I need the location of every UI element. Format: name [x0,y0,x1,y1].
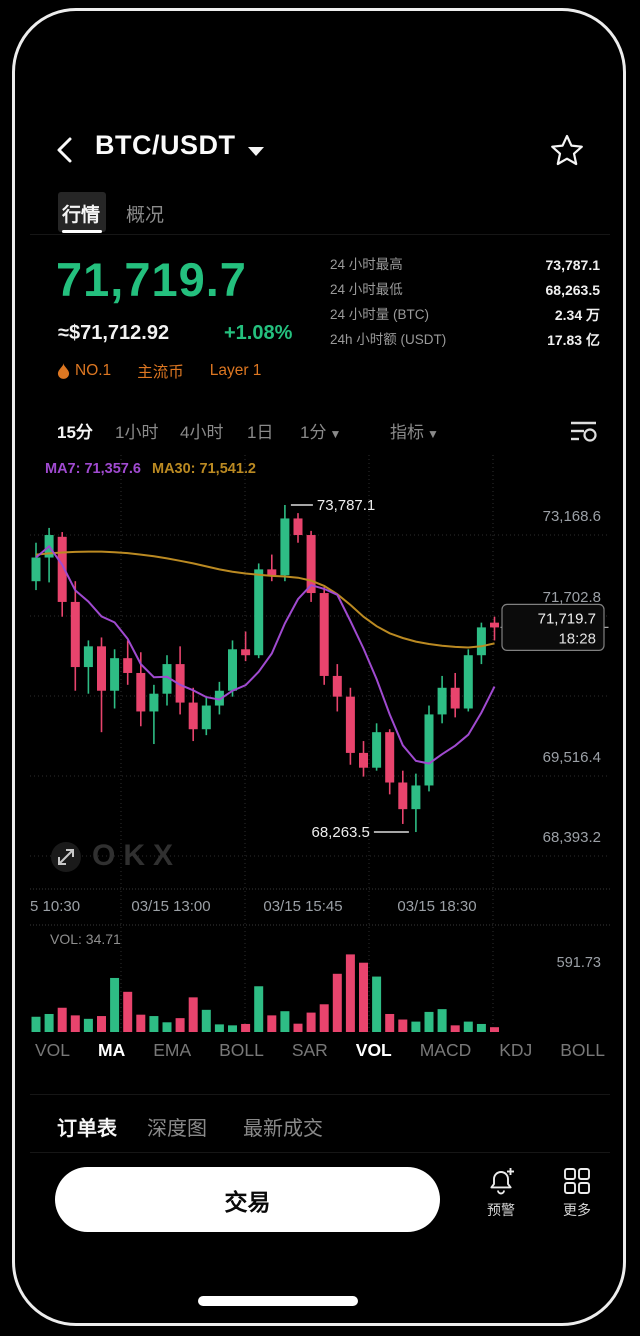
indicator-tab[interactable]: MACD [419,1040,472,1060]
pair-title[interactable]: BTC/USDT [95,130,236,160]
chevron-down-icon: ▼ [427,427,439,441]
timeframe-item[interactable]: 指标 ▼ [390,423,439,442]
indicator-tab[interactable]: SAR [291,1040,328,1060]
stat-label: 24h 小时额 (USDT) [330,332,447,347]
stat-label: 24 小时最高 [330,257,403,272]
timeframe-item[interactable]: 1分 ▼ [300,423,342,442]
tab-market-highlight [58,192,106,232]
timeframe-item[interactable]: 4小时 [180,423,224,442]
stat-row: 24 小时最高 73,787.1 [330,256,600,274]
indicator-tab[interactable]: VOL [35,1040,71,1060]
stat-row: 24h 小时额 (USDT) 17.83 亿 [330,331,600,349]
orderbook-tab[interactable]: 深度图 [147,1118,207,1140]
ma7-label: MA7: 71,357.6 [45,461,141,477]
indicator-tab[interactable]: EMA [153,1040,192,1060]
indicator-tab[interactable]: BOLL [560,1040,605,1060]
tab-market[interactable]: 行情 [62,205,101,226]
divider [30,1152,610,1153]
orderbook-tab[interactable]: 最新成交 [243,1118,323,1140]
flame-icon [57,362,70,379]
badge-item[interactable]: Layer 1 [210,362,262,380]
more-button[interactable]: 更多 [552,1166,602,1220]
stat-value: 68,263.5 [545,282,601,298]
tab-underline [62,230,102,233]
indicator-tab[interactable]: MA [98,1040,126,1060]
price-change-percent: +1.08% [224,322,293,344]
expand-chart-icon[interactable] [50,841,82,873]
indicator-tab[interactable]: VOL [355,1040,392,1060]
stat-label: 24 小时最低 [330,282,403,297]
chevron-down-icon: ▼ [329,427,342,441]
alert-label: 预警 [487,1202,515,1218]
token-badges: NO.1 主流币 Layer 1 [57,360,261,382]
timeframe-row: 15分 1小时 4小时 1日 1分 ▼ 指标 ▼ [0,414,640,446]
stat-value: 17.83 亿 [547,332,600,348]
badge-item[interactable]: 主流币 [137,360,184,382]
timeframe-item[interactable]: 1日 [247,423,274,442]
stat-row: 24 小时最低 68,263.5 [330,281,600,299]
badge-label: NO.1 [75,362,112,379]
fiat-price: ≈$71,712.92 [58,322,170,344]
badge-label: 主流币 [137,364,184,381]
home-indicator[interactable] [198,1296,358,1306]
stat-row: 24 小时量 (BTC) 2.34 万 [330,306,600,324]
favorite-star-icon[interactable] [550,133,584,167]
badge-item[interactable]: NO.1 [57,362,111,380]
stat-value: 2.34 万 [554,307,600,323]
orderbook-tab[interactable]: 订单表 [57,1118,117,1140]
stat-value: 73,787.1 [545,257,601,273]
ma30-label: MA30: 71,541.2 [152,461,256,477]
alert-button[interactable]: 预警 [476,1166,526,1220]
last-price: 71,719.7 [56,253,247,306]
indicator-settings-icon[interactable] [570,419,598,445]
bell-plus-icon [490,1168,514,1195]
volume-current-label: VOL: 34.71 [50,931,121,947]
volume-axis-label: 591.73 [556,955,601,971]
tab-overview[interactable]: 概况 [126,205,165,226]
trade-button[interactable]: 交易 [55,1167,440,1232]
indicator-tab[interactable]: KDJ [499,1040,533,1060]
back-icon[interactable] [54,136,78,164]
orderbook-tab-row: 订单表 深度图 最新成交 [0,1106,640,1150]
indicator-tab-row: VOL MA EMA BOLL SAR VOL MACD KDJ BOLL [35,1040,605,1061]
stats-24h: 24 小时最高 73,787.1 24 小时最低 68,263.5 24 小时量 (BT… [330,256,600,356]
kline-chart-area[interactable] [30,452,610,1037]
badge-label: Layer 1 [209,362,262,379]
more-label: 更多 [563,1202,591,1218]
indicator-tab[interactable]: BOLL [219,1040,264,1060]
chevron-down-icon[interactable] [248,147,264,156]
stat-label: 24 小时量 (BTC) [330,307,430,322]
grid-icon [564,1168,590,1194]
timeframe-item[interactable]: 1小时 [115,423,159,442]
divider [30,234,610,235]
timeframe-item[interactable]: 15分 [57,423,93,442]
divider [30,1094,610,1095]
